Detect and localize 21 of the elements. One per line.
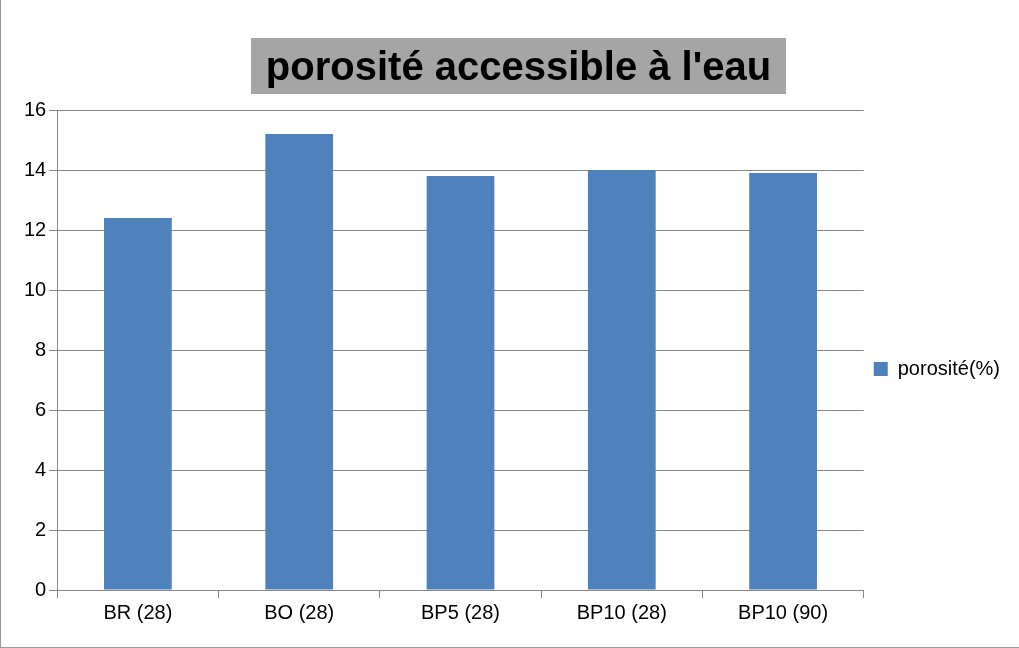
bar (749, 173, 817, 590)
bar (426, 176, 495, 590)
y-tick-label: 6 (35, 397, 47, 420)
y-tick-label: 2 (35, 517, 47, 540)
x-tick-label: BO (28) (264, 600, 335, 623)
legend-label: porosité(%) (897, 356, 1001, 379)
x-tick-label: BP10 (90) (738, 600, 829, 623)
y-tick-label: 4 (35, 457, 47, 480)
y-tick-label: 12 (24, 217, 47, 240)
y-tick-label: 16 (24, 97, 47, 120)
x-tick-label: BP5 (28) (421, 600, 500, 623)
bar (587, 170, 656, 590)
y-tick-label: 10 (24, 277, 47, 300)
x-tick-label: BP10 (28) (576, 600, 667, 623)
x-tick-label: BR (28) (103, 600, 173, 623)
bar (265, 134, 334, 590)
chart-title: porosité accessible à l'eau (251, 38, 786, 94)
y-tick-label: 0 (35, 577, 47, 600)
bar (104, 218, 172, 590)
y-tick-label: 8 (35, 337, 47, 360)
y-tick-label: 14 (24, 157, 47, 180)
